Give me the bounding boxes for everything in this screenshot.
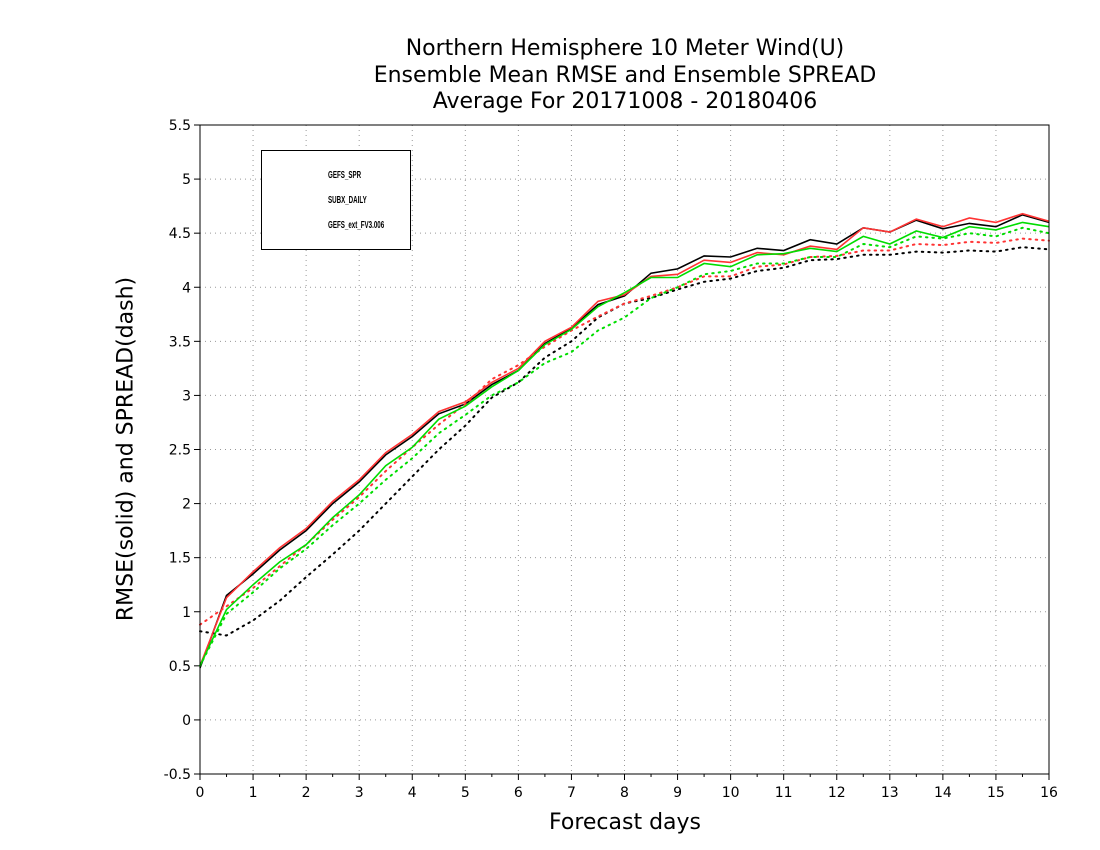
chart-title-line-2: Ensemble Mean RMSE and Ensemble SPREAD bbox=[373, 63, 877, 88]
legend-item-gefs-spr: GEFS_SPR bbox=[262, 168, 410, 188]
x-tick-label: 9 bbox=[673, 785, 682, 801]
y-tick-label: 0 bbox=[182, 713, 191, 729]
x-tick-label: 12 bbox=[828, 785, 846, 801]
y-tick-label: 0.5 bbox=[169, 659, 191, 675]
y-tick-label: 4.5 bbox=[169, 226, 191, 242]
y-tick-label: 3 bbox=[182, 388, 191, 404]
x-tick-label: 15 bbox=[987, 785, 1005, 801]
x-tick-label: 13 bbox=[881, 785, 899, 801]
x-tick-label: 10 bbox=[722, 785, 740, 801]
x-tick-label: 4 bbox=[408, 785, 417, 801]
x-tick-label: 0 bbox=[196, 785, 205, 801]
rmse-line-subx-daily bbox=[199, 212, 1050, 667]
x-tick-label: 14 bbox=[934, 785, 952, 801]
y-tick-label: 2.5 bbox=[169, 443, 191, 459]
legend-label-gefs-ext: GEFS_ext_FV3.006 bbox=[328, 220, 385, 231]
chart-title-line-3: Average For 20171008 - 20180406 bbox=[432, 89, 818, 114]
y-tick-label: 5 bbox=[182, 172, 191, 188]
x-tick-label: 6 bbox=[514, 785, 523, 801]
chart-title-line-1: Northern Hemisphere 10 Meter Wind(U) bbox=[405, 36, 845, 61]
y-tick-label: 1 bbox=[182, 605, 191, 621]
y-tick-label: 4 bbox=[182, 280, 191, 296]
spread-line-subx-daily bbox=[199, 237, 1050, 626]
y-tick-label: 2 bbox=[182, 497, 191, 513]
plot-frame bbox=[199, 124, 1050, 775]
spread-line-gefs-ext bbox=[199, 226, 1050, 667]
y-tick-label: 3.5 bbox=[169, 334, 191, 350]
y-tick-label: -0.5 bbox=[164, 767, 191, 783]
legend: GEFS_SPR SUBX_DAILY GEFS_ext_FV3.006 bbox=[261, 150, 411, 250]
series-group bbox=[199, 212, 1050, 669]
x-tick-label: 16 bbox=[1040, 785, 1058, 801]
y-tick-label: 5.5 bbox=[169, 118, 191, 134]
y-axis-label: RMSE(solid) and SPREAD(dash) bbox=[113, 276, 139, 622]
x-axis-label: Forecast days bbox=[548, 810, 701, 835]
x-tick-label: 1 bbox=[249, 785, 258, 801]
axis-ticks: 0 1 2 3 4 5 6 7 8 9 10 11 12 13 14 15 16-0.500.511.522.5… bbox=[164, 118, 1058, 801]
x-tick-label: 2 bbox=[302, 785, 311, 801]
x-tick-label: 7 bbox=[567, 785, 576, 801]
rmse-line-gefs-ext bbox=[199, 221, 1050, 667]
legend-item-gefs-ext: GEFS_ext_FV3.006 bbox=[262, 218, 410, 238]
x-tick-label: 11 bbox=[775, 785, 793, 801]
x-tick-label: 5 bbox=[461, 785, 470, 801]
y-tick-label: 1.5 bbox=[169, 551, 191, 567]
legend-label-gefs-spr: GEFS_SPR bbox=[328, 170, 362, 181]
grid bbox=[200, 125, 1049, 774]
x-tick-label: 8 bbox=[620, 785, 629, 801]
legend-label-subx-daily: SUBX_DAILY bbox=[328, 195, 367, 206]
x-tick-label: 3 bbox=[355, 785, 364, 801]
legend-item-subx-daily: SUBX_DAILY bbox=[262, 193, 410, 213]
